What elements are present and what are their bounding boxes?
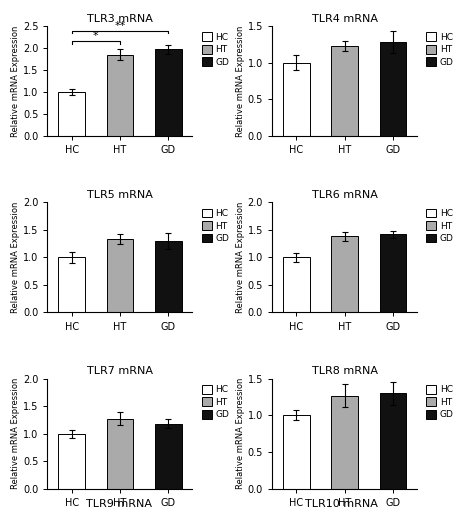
Text: **: ** xyxy=(114,21,126,31)
Title: TLR6 mRNA: TLR6 mRNA xyxy=(312,190,378,200)
Text: TLR10 mRNA: TLR10 mRNA xyxy=(305,499,378,509)
Bar xyxy=(331,396,358,489)
Legend: HC, HT, GD: HC, HT, GD xyxy=(200,207,231,245)
Y-axis label: Relative mRNA Expression: Relative mRNA Expression xyxy=(11,25,20,137)
Bar xyxy=(331,237,358,313)
Bar xyxy=(380,42,406,136)
Y-axis label: Relative mRNA Expression: Relative mRNA Expression xyxy=(236,25,245,137)
Bar xyxy=(58,434,85,489)
Bar xyxy=(283,415,310,489)
Title: TLR4 mRNA: TLR4 mRNA xyxy=(311,14,378,24)
Title: TLR3 mRNA: TLR3 mRNA xyxy=(87,14,153,24)
Title: TLR8 mRNA: TLR8 mRNA xyxy=(311,367,378,376)
Bar xyxy=(107,55,133,136)
Text: TLR9 mRNA: TLR9 mRNA xyxy=(85,499,152,509)
Legend: HC, HT, GD: HC, HT, GD xyxy=(425,207,456,245)
Y-axis label: Relative mRNA Expression: Relative mRNA Expression xyxy=(236,202,245,313)
Bar xyxy=(107,419,133,489)
Y-axis label: Relative mRNA Expression: Relative mRNA Expression xyxy=(11,378,20,489)
Legend: HC, HT, GD: HC, HT, GD xyxy=(200,31,231,69)
Bar xyxy=(58,257,85,313)
Title: TLR5 mRNA: TLR5 mRNA xyxy=(87,190,153,200)
Bar xyxy=(380,393,406,489)
Bar xyxy=(380,234,406,313)
Y-axis label: Relative mRNA Expression: Relative mRNA Expression xyxy=(236,378,245,489)
Bar xyxy=(283,63,310,136)
Title: TLR7 mRNA: TLR7 mRNA xyxy=(87,367,153,376)
Legend: HC, HT, GD: HC, HT, GD xyxy=(425,383,456,421)
Bar xyxy=(283,257,310,313)
Bar xyxy=(155,241,182,313)
Legend: HC, HT, GD: HC, HT, GD xyxy=(425,31,456,69)
Bar xyxy=(331,46,358,136)
Bar xyxy=(107,239,133,313)
Y-axis label: Relative mRNA Expression: Relative mRNA Expression xyxy=(11,202,20,313)
Bar xyxy=(58,92,85,136)
Bar xyxy=(155,49,182,136)
Bar xyxy=(155,424,182,489)
Legend: HC, HT, GD: HC, HT, GD xyxy=(200,383,231,421)
Text: *: * xyxy=(93,31,99,41)
